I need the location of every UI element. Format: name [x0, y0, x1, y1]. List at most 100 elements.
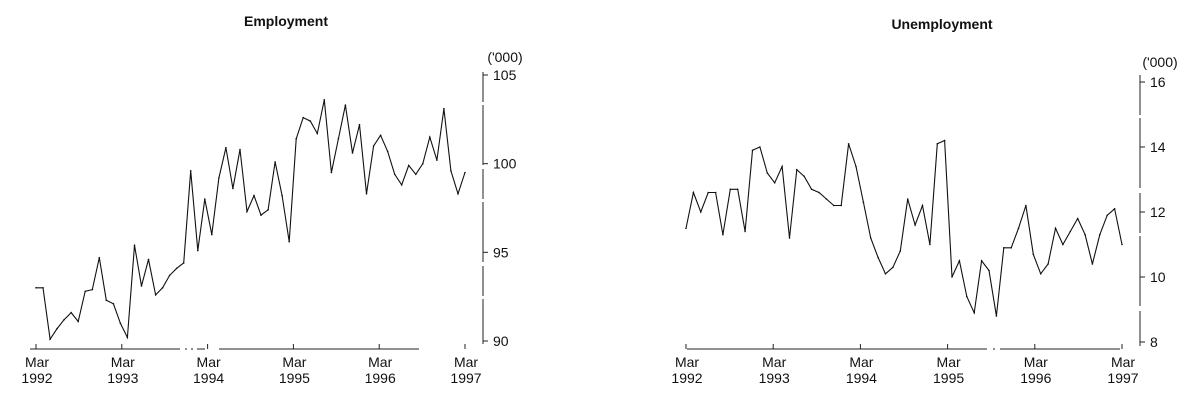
employment-y-tick-label: 105 [493, 67, 517, 83]
employment-data-point [35, 287, 37, 289]
unemployment-data-point [1003, 247, 1005, 249]
employment-data-point [154, 294, 157, 296]
unemployment-data-point [840, 204, 842, 207]
employment-y-tick: 90 [483, 333, 509, 349]
unemployment-data-point [847, 143, 850, 145]
unemployment-x-tick-label: Mar 1997 [1107, 354, 1138, 386]
unemployment-data-point [943, 139, 946, 142]
unemployment-data-point [766, 172, 769, 174]
employment-data-point [211, 233, 213, 236]
unemployment-data-point [1010, 247, 1012, 249]
employment-data-point [344, 104, 347, 106]
unemployment-data-point [906, 198, 909, 200]
employment-data-point [42, 287, 44, 289]
employment-data-point [182, 262, 185, 264]
employment-data-point [218, 177, 220, 179]
unemployment-data-point [1106, 214, 1108, 217]
employment-data-point [443, 107, 445, 110]
unemployment-data-point [1121, 243, 1123, 246]
employment-data-point [316, 132, 319, 135]
unemployment-data-point [892, 266, 894, 269]
employment-y-tick-label: 90 [493, 333, 509, 349]
unemployment-data-point [729, 188, 732, 191]
unemployment-data-point [736, 188, 739, 191]
employment-title: Employment [244, 13, 328, 29]
unemployment-series [685, 139, 1123, 317]
unemployment-data-point [951, 276, 953, 278]
employment-x-tick: Mar 1992 [21, 344, 53, 386]
employment-data-point [77, 320, 79, 323]
unemployment-data-point [685, 227, 687, 230]
unemployment-x-tick-label: Mar 1992 [671, 354, 702, 386]
employment-data-point [281, 194, 283, 197]
employment-data-point [274, 161, 276, 163]
employment-data-point [147, 258, 150, 261]
unemployment-y-tick: 12 [1140, 204, 1166, 220]
unemployment-data-point [869, 237, 872, 239]
employment-data-point [49, 338, 51, 341]
unemployment-y-tick: 10 [1140, 269, 1166, 285]
unemployment-x-ticks: Mar 1992 Mar 1993 Mar 1994 Mar 1995 Mar 1996 Mar 19… [671, 344, 1139, 386]
unemployment-data-point [781, 165, 783, 168]
unemployment-x-tick-label: Mar 1996 [1020, 354, 1051, 386]
employment-data-point [400, 184, 403, 186]
employment-data-point [323, 99, 326, 101]
employment-data-point [119, 322, 122, 325]
employment-data-point [372, 145, 375, 147]
unemployment-data-point [958, 260, 961, 262]
unemployment-data-point [714, 191, 717, 194]
unemployment-data-point [980, 260, 983, 262]
unemployment-x-tick: Mar 1993 [759, 344, 790, 386]
unemployment-data-point [751, 149, 754, 152]
employment-data-point [295, 138, 298, 140]
unemployment-data-point [988, 269, 990, 272]
employment-data-point [422, 162, 424, 165]
unemployment-y-tick: 16 [1140, 74, 1166, 90]
employment-data-point [407, 164, 410, 167]
unemployment-data-point [1047, 263, 1049, 265]
unemployment-data-point [914, 224, 916, 226]
unemployment-data-point [796, 168, 798, 171]
employment-y-tick: 95 [483, 244, 509, 260]
employment-data-point [365, 193, 368, 195]
unemployment-data-point [884, 273, 887, 275]
employment-data-point [351, 152, 354, 154]
employment-y-tick-label: 95 [493, 244, 509, 260]
unemployment-data-point [788, 237, 791, 239]
unemployment-data-point [973, 312, 975, 314]
employment-y-tick: 100 [483, 156, 517, 172]
employment-data-point [260, 214, 262, 216]
employment-data-point [168, 274, 171, 277]
employment-data-point [246, 210, 248, 213]
employment-x-tick-label: Mar 1996 [365, 354, 396, 386]
employment-x-tick: Mar 1996 [365, 344, 396, 386]
employment-data-point [457, 193, 459, 195]
unemployment-unit-label: ('000) [1142, 54, 1177, 70]
unemployment-data-point [692, 191, 695, 194]
unemployment-data-point [722, 233, 724, 236]
employment-data-point [288, 240, 291, 243]
employment-data-point [337, 138, 340, 140]
employment-x-tick-label: Mar 1994 [193, 354, 224, 386]
employment-data-point [56, 327, 58, 330]
employment-data-point [140, 285, 143, 287]
unemployment-data-point [803, 175, 805, 178]
unemployment-data-point [744, 230, 746, 233]
employment-data-point [436, 159, 438, 161]
employment-data-point [309, 120, 312, 122]
unemployment-data-point [1076, 217, 1079, 220]
employment-data-point [393, 173, 396, 176]
employment-x-tick-label: Mar 1995 [279, 354, 310, 386]
employment-data-point [63, 318, 65, 321]
employment-x-ticks: Mar 1992 Mar 1993 Mar 1994 Mar 1995 Mar 1996 Mar 19… [21, 344, 482, 386]
unemployment-data-point [1069, 230, 1072, 233]
unemployment-data-point [1113, 208, 1116, 210]
unemployment-data-point [818, 191, 820, 194]
employment-data-point [239, 148, 241, 151]
unemployment-x-tick-label: Mar 1995 [933, 354, 964, 386]
employment-data-point [84, 290, 86, 293]
unemployment-x-tick: Mar 1997 [1107, 344, 1139, 386]
